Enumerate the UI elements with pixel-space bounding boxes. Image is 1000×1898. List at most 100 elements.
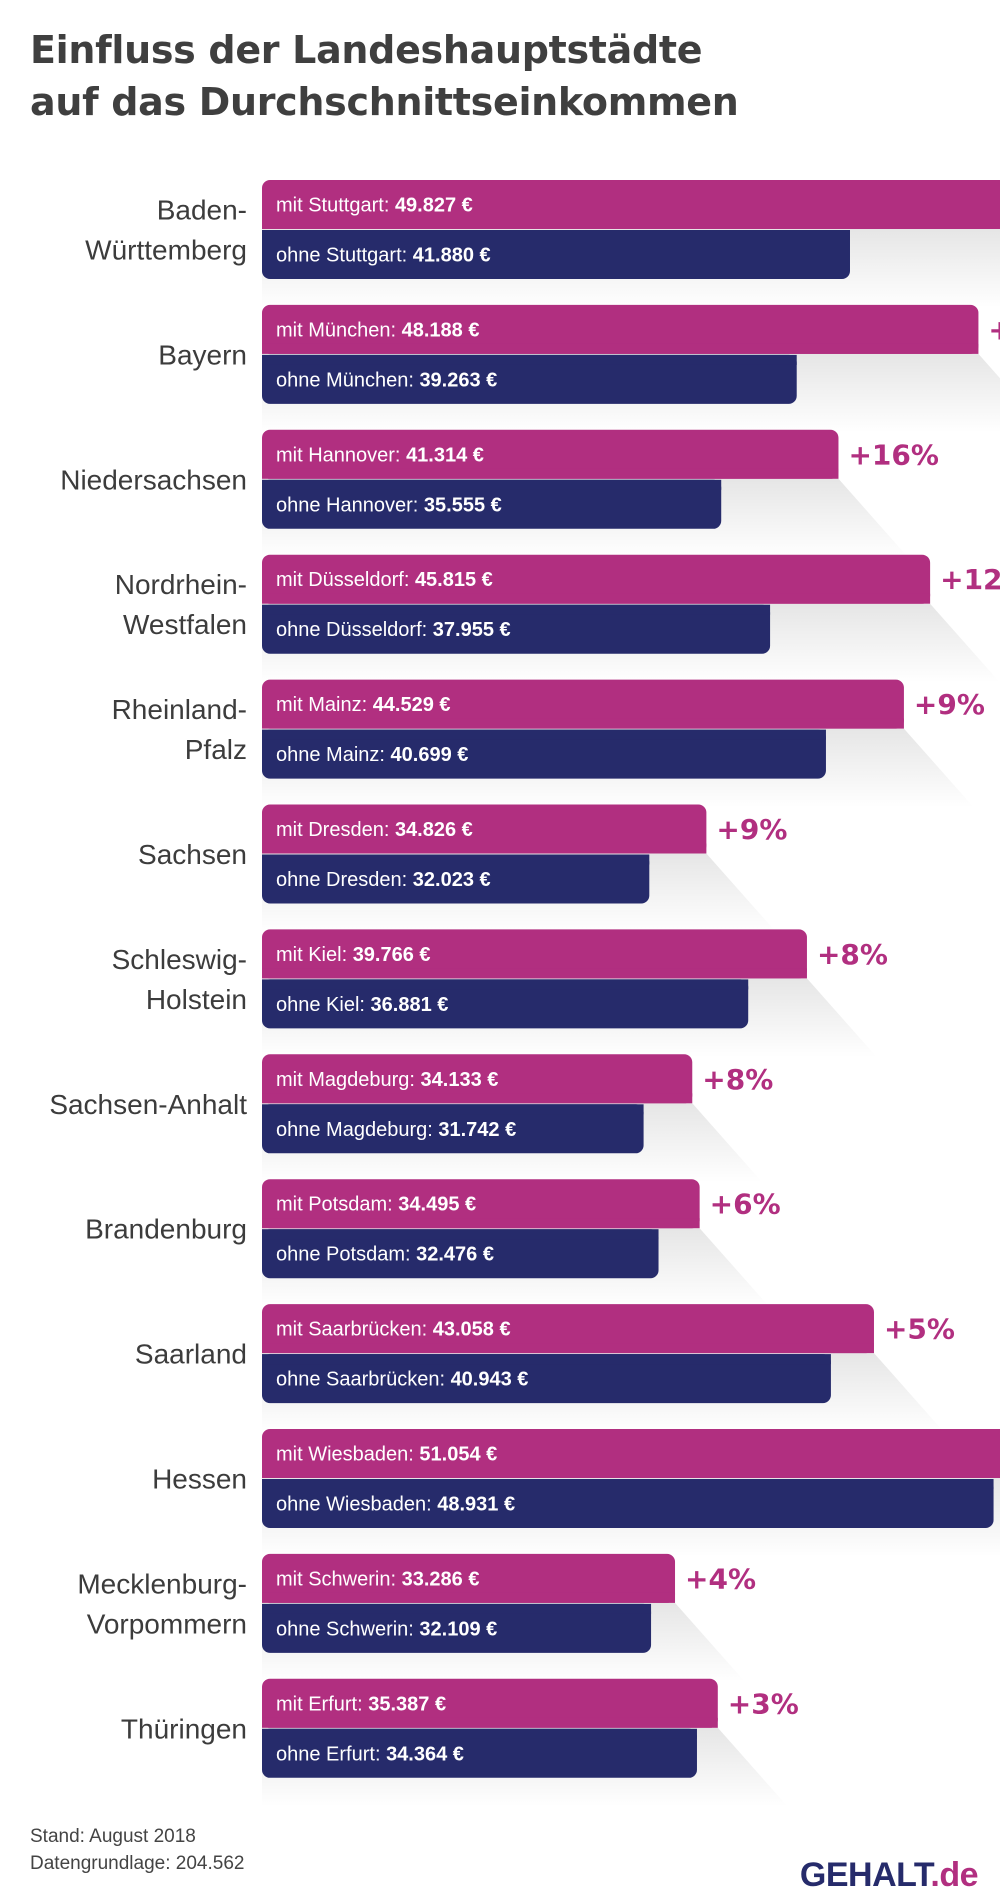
bar-label-without: ohne Saarbrücken: 40.943 € [276, 1369, 528, 1391]
bar-without-capital [262, 1728, 697, 1778]
bar-without-capital [262, 354, 797, 404]
bar-without-capital [262, 854, 650, 904]
bar-with-capital-base [262, 1093, 693, 1104]
bar-with-capital [262, 304, 979, 354]
bar-label-with-value: 45.815 € [415, 569, 493, 591]
bar-label-without-name: ohne Düsseldorf: [276, 619, 433, 641]
bar-label-without-name: ohne Potsdam: [276, 1244, 416, 1266]
bar-with-capital-base [262, 843, 707, 854]
bar-with-capital [262, 929, 807, 979]
bar-with-capital [262, 1678, 718, 1728]
bar-without-capital-top [262, 354, 797, 365]
bar-without-capital [262, 1354, 831, 1404]
bar-label-without: ohne Schwerin: 32.109 € [276, 1618, 497, 1640]
bar-without-capital-top [262, 479, 722, 490]
bar-label-with-name: mit Saarbrücken: [276, 1319, 433, 1341]
bar-label-without-value: 48.931 € [437, 1494, 515, 1516]
increase-label: +9% [716, 813, 787, 846]
bar-label-without-name: ohne Erfurt: [276, 1743, 386, 1765]
chart-title: Einfluss der Landeshauptstädte auf das D… [30, 24, 970, 128]
footer: Stand: August 2018 Datengrundlage: 204.5… [30, 1823, 244, 1877]
bar-with-capital-base [262, 468, 839, 479]
region-label: Baden- [157, 195, 247, 226]
bar-with-capital [262, 554, 931, 604]
bar-label-without-name: ohne Wiesbaden: [276, 1494, 437, 1516]
bar-label-without: ohne Potsdam: 32.476 € [276, 1244, 494, 1266]
bar-without-capital-top [262, 604, 771, 615]
bar-without-capital-top [262, 1229, 659, 1240]
region-label: Württemberg [85, 235, 247, 266]
bar-without-capital [262, 230, 850, 279]
bar-label-with: mit Düsseldorf: 45.815 € [276, 569, 493, 591]
bar-label-with-value: 34.495 € [398, 1194, 476, 1216]
bar-label-without-value: 41.880 € [413, 245, 491, 267]
bar-with-capital [262, 1429, 1000, 1478]
bar-without-capital [262, 1603, 652, 1653]
bar-label-with-name: mit Dresden: [276, 819, 395, 841]
increase-label: +3% [728, 1687, 799, 1720]
bar-with-capital-base [262, 1468, 1000, 1478]
bar-label-without-value: 32.109 € [419, 1618, 497, 1640]
bar-label-with: mit Potsdam: 34.495 € [276, 1194, 476, 1216]
bar-label-with: mit Magdeburg: 34.133 € [276, 1069, 498, 1091]
bar-with-capital [262, 1304, 874, 1354]
bar-label-without: ohne Dresden: 32.023 € [276, 869, 491, 891]
bar-label-without-name: ohne Schwerin: [276, 1618, 419, 1640]
bar-without-capital-top [262, 230, 850, 240]
bar-label-without: ohne München: 39.263 € [276, 369, 497, 391]
increase-label: +16% [848, 438, 938, 471]
region-label: Bayern [158, 339, 247, 370]
bar-label-without-value: 39.263 € [419, 369, 497, 391]
bar-label-without: ohne Kiel: 36.881 € [276, 994, 448, 1016]
bar-label-without-value: 32.476 € [416, 1244, 494, 1266]
bar-with-capital-base [262, 1343, 874, 1354]
increase-label: +8% [817, 938, 888, 971]
bar-label-with-value: 34.826 € [395, 819, 473, 841]
bar-label-with-name: mit Magdeburg: [276, 1069, 421, 1091]
bar-without-capital [262, 979, 749, 1029]
increase-label: +8% [702, 1063, 773, 1096]
bar-without-capital-top [262, 1479, 994, 1489]
chart-title-line-1: Einfluss der Landeshauptstädte [30, 28, 703, 72]
bar-label-without-value: 37.955 € [433, 619, 511, 641]
region-label: Schleswig- [112, 944, 247, 975]
gehalt-logo[interactable]: GEHALT.de [799, 1856, 979, 1894]
bar-without-capital-top [262, 854, 650, 865]
bar-label-without-name: ohne Magdeburg: [276, 1119, 438, 1141]
bar-label-with-value: 48.188 € [402, 319, 480, 341]
bar-label-without-value: 40.699 € [391, 744, 469, 766]
bar-label-with-name: mit Hannover: [276, 444, 406, 466]
bar-label-with-value: 51.054 € [419, 1444, 497, 1466]
bar-label-with: mit Hannover: 41.314 € [276, 444, 484, 466]
region-label: Thüringen [121, 1713, 247, 1744]
bar-label-without: ohne Stuttgart: 41.880 € [276, 245, 491, 267]
bar-label-with: mit Wiesbaden: 51.054 € [276, 1444, 497, 1466]
region-label: Saarland [135, 1339, 247, 1370]
bar-with-capital [262, 679, 904, 729]
bar-label-with: mit Mainz: 44.529 € [276, 694, 451, 716]
bar-label-with: mit Kiel: 39.766 € [276, 944, 431, 966]
bar-without-capital-top [262, 1603, 652, 1614]
bar-label-with-value: 34.133 € [421, 1069, 499, 1091]
logo-main: GEHALT [799, 1856, 931, 1894]
region-label: Brandenburg [85, 1214, 247, 1245]
bar-label-without: ohne Düsseldorf: 37.955 € [276, 619, 511, 641]
bar-label-with-name: mit Wiesbaden: [276, 1444, 419, 1466]
bar-label-with: mit Erfurt: 35.387 € [276, 1693, 446, 1715]
increase-label: +12% [940, 563, 1000, 596]
bar-label-with-value: 33.286 € [402, 1568, 480, 1590]
region-label: Vorpommern [87, 1608, 247, 1639]
bar-label-with-value: 49.827 € [395, 195, 473, 217]
bar-label-with: mit Dresden: 34.826 € [276, 819, 473, 841]
bar-with-capital [262, 1179, 700, 1229]
bar-without-capital [262, 1229, 659, 1279]
logo-suffix: .de [930, 1856, 978, 1894]
region-label: Niedersachsen [60, 464, 247, 495]
bar-without-capital [262, 479, 722, 529]
region-label: Sachsen-Anhalt [49, 1089, 247, 1120]
region-label: Sachsen [138, 839, 247, 870]
bar-label-without: ohne Mainz: 40.699 € [276, 744, 468, 766]
bar-label-with: mit Saarbrücken: 43.058 € [276, 1319, 511, 1341]
bar-without-capital-top [262, 979, 749, 990]
